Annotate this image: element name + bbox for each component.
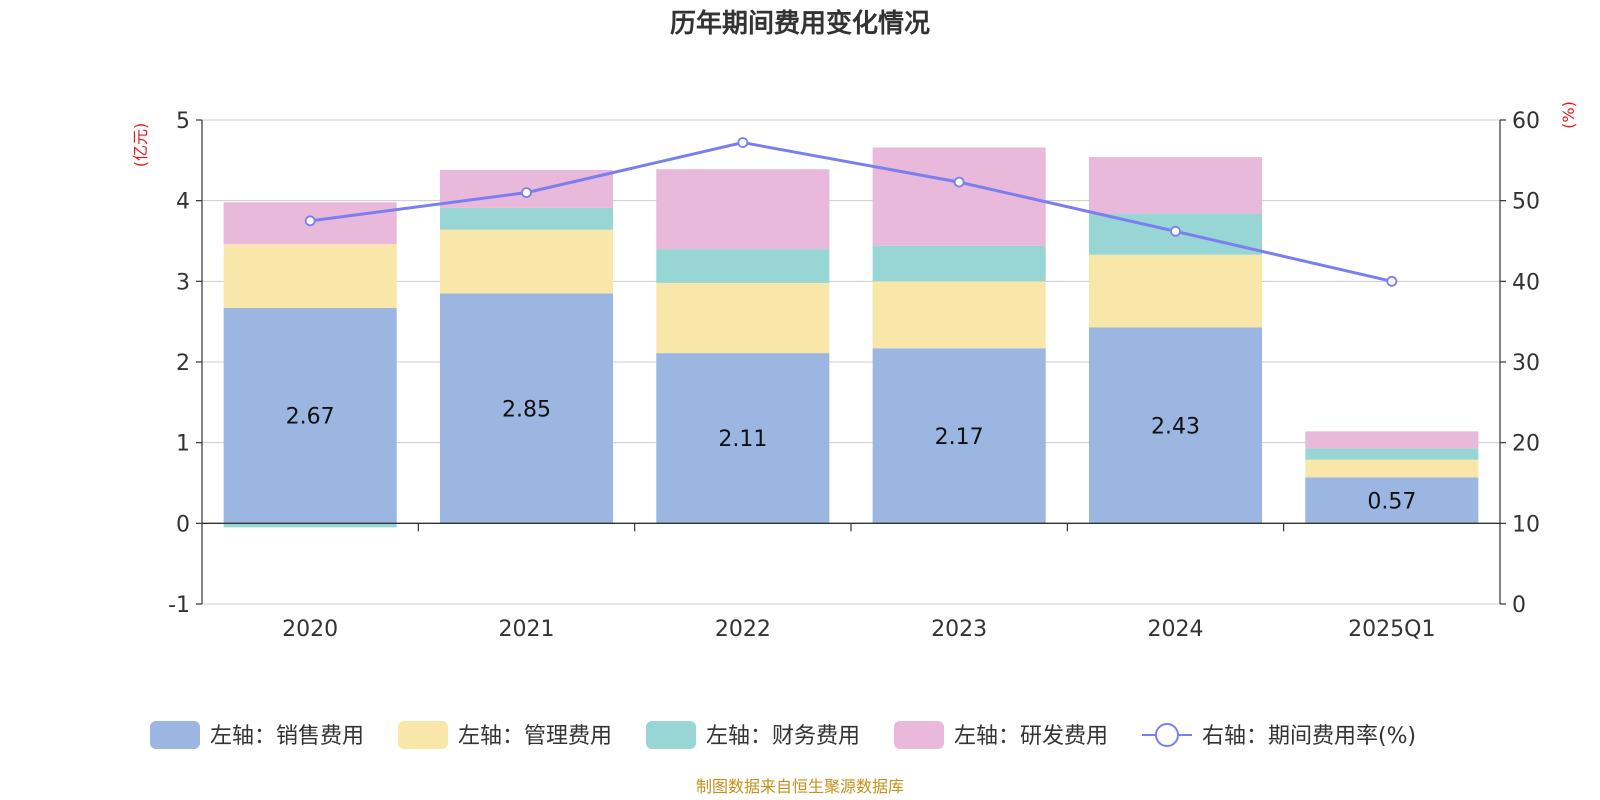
right-tick-label: 0: [1512, 593, 1526, 618]
rate-point: [953, 176, 965, 188]
grid-lines: [202, 119, 1500, 605]
right-tick-label: 40: [1512, 270, 1540, 295]
bar-segment: [656, 249, 830, 283]
legend-label: 左轴：研发费用: [954, 724, 1108, 749]
bars: [223, 147, 1479, 528]
left-tick-label: 3: [176, 270, 190, 295]
right-tick-label: 30: [1512, 351, 1540, 376]
bar-segment: [1305, 459, 1479, 478]
legend-label: 左轴：销售费用: [210, 724, 364, 749]
category-label: 2025Q1: [1348, 617, 1435, 642]
data-label: 0.57: [1367, 489, 1416, 514]
bar-segment: [1088, 254, 1263, 328]
bar-segment: [439, 293, 614, 524]
bar-segment: [1305, 431, 1479, 449]
rate-point: [521, 187, 532, 199]
bar-segment: [1088, 157, 1263, 214]
left-tick-label: 5: [176, 109, 190, 134]
bar-segment: [656, 169, 830, 250]
right-tick-label: 20: [1512, 432, 1540, 457]
category-label: 2024: [1148, 617, 1204, 642]
legend-swatch: [646, 721, 696, 749]
category-label: 2021: [499, 617, 555, 642]
category-label: 2023: [931, 617, 987, 642]
data-label: 2.85: [502, 397, 551, 422]
bar-segment: [223, 307, 397, 524]
data-label: 2.67: [286, 405, 335, 430]
bar-segment: [439, 207, 614, 230]
bar-segment: [1305, 448, 1479, 460]
bar-segment: [872, 281, 1046, 349]
left-tick-label: 1: [176, 432, 190, 457]
data-label: 2.43: [1151, 414, 1200, 439]
legend-marker: [1155, 723, 1179, 747]
bar-segment: [656, 353, 830, 524]
left-tick-label: 2: [176, 351, 190, 376]
data-labels: 2.67 2.85 2.11 2.17 2.43 0.57: [286, 397, 1417, 514]
rate-point: [737, 137, 749, 148]
bar-segment: [656, 282, 830, 354]
legend: 左轴：销售费用 左轴：管理费用 左轴：财务费用 左轴：研发费用 右轴：期间费用率(%): [150, 721, 1416, 749]
rate-point: [1386, 275, 1398, 287]
rate-line: [304, 137, 1398, 287]
rate-point: [1170, 225, 1181, 237]
bar-segment: [872, 245, 1046, 282]
legend-swatch: [150, 721, 200, 749]
left-axis-unit: (亿元): [131, 123, 150, 168]
left-tick-label: 4: [176, 190, 190, 215]
source-note: 制图数据来自恒生聚源数据库: [696, 777, 904, 796]
legend-swatch: [894, 721, 944, 749]
bar-segment: [1088, 327, 1263, 524]
right-axis-unit: (%): [1559, 101, 1578, 129]
bar-segment: [223, 244, 397, 308]
data-label: 2.17: [935, 425, 984, 450]
right-tick-label: 50: [1512, 190, 1540, 215]
rate-line-path: [309, 141, 1393, 283]
right-tick-label: 60: [1512, 109, 1540, 134]
left-tick-label: 0: [176, 512, 190, 537]
right-tick-label: 10: [1512, 512, 1540, 537]
bar-segment: [439, 229, 614, 294]
bar-segment: [223, 523, 397, 528]
left-tick-label: -1: [168, 593, 190, 618]
legend-swatch: [398, 721, 448, 749]
category-label: 2022: [715, 617, 771, 642]
legend-label: 左轴：管理费用: [458, 724, 612, 749]
legend-label: 左轴：财务费用: [706, 724, 860, 749]
legend-label: 右轴：期间费用率(%): [1202, 724, 1416, 749]
category-label: 2020: [282, 617, 338, 642]
bar-segment: [1305, 477, 1479, 524]
rate-point: [304, 215, 316, 227]
chart-title: 历年期间费用变化情况: [670, 8, 930, 39]
data-label: 2.11: [718, 427, 767, 452]
bar-segment: [872, 348, 1046, 524]
